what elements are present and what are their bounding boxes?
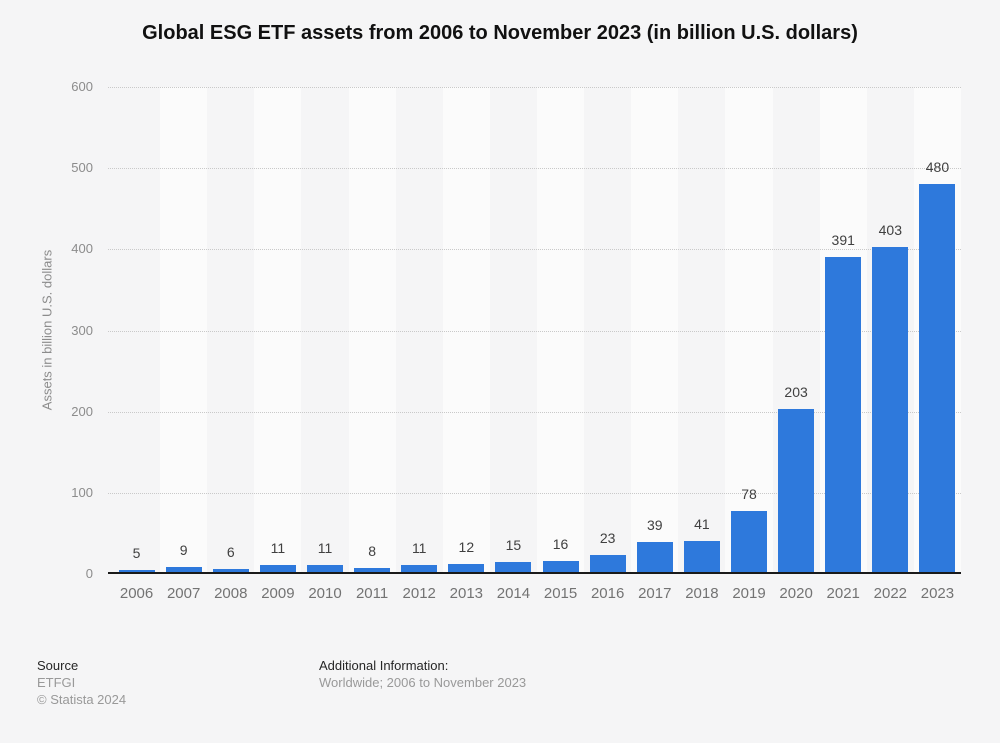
bar[interactable] [872, 246, 909, 574]
plot-area: 5 9 6 11 11 8 11 12 15 16 23 39 41 78 203 391 403 480 [108, 87, 961, 574]
y-axis-tick-label: 500 [71, 160, 93, 176]
x-axis-label: 2006 [119, 585, 154, 602]
x-axis-label: 2017 [638, 585, 672, 602]
bar[interactable] [259, 565, 296, 574]
gridline [108, 168, 961, 170]
x-axis-label: 2019 [732, 585, 766, 602]
bar[interactable] [778, 409, 815, 574]
bar-value-label: 11 [411, 540, 427, 557]
bar-value-label: 6 [226, 544, 235, 561]
bar-value-label: 391 [831, 231, 855, 248]
x-axis-label: 2010 [308, 585, 342, 602]
x-axis-label: 2022 [873, 585, 908, 602]
bar-value-label: 16 [552, 536, 569, 552]
gridline [108, 411, 961, 413]
y-axis-tick-label: 600 [71, 79, 93, 94]
bar[interactable] [307, 565, 343, 574]
bar[interactable] [636, 542, 673, 574]
bar-value-label: 41 [694, 515, 710, 532]
additional-info-label: Additional Information: [319, 658, 449, 673]
x-axis-label: 2020 [779, 585, 813, 602]
gridline [108, 249, 961, 251]
x-axis-label: 2014 [496, 585, 531, 602]
x-axis-label: 2015 [543, 585, 578, 602]
chart-title: Global ESG ETF assets from 2006 to Novem… [142, 22, 858, 44]
gridline [108, 330, 961, 332]
footer-source-block: Source ETFGI © Statista 2024 [37, 657, 126, 708]
bar-value-label: 8 [368, 542, 376, 559]
bar-value-label: 403 [878, 221, 902, 238]
additional-info-value: Worldwide; 2006 to November 2023 [319, 675, 527, 690]
footer-additional-info-block: Additional Information: Worldwide; 2006 … [319, 657, 526, 691]
x-axis-label: 2016 [590, 585, 625, 602]
y-axis-tick-label: 100 [71, 484, 93, 500]
bar-value-label: 11 [270, 540, 286, 557]
y-axis-tick-label: 300 [71, 322, 93, 338]
y-axis-tick-label: 400 [71, 241, 93, 257]
x-axis-label: 2013 [449, 585, 484, 602]
x-axis-label: 2023 [920, 585, 955, 602]
bar[interactable] [448, 564, 485, 574]
bar[interactable] [495, 561, 532, 574]
bar[interactable] [825, 256, 862, 574]
bar-value-label: 203 [784, 384, 808, 401]
bar[interactable] [919, 184, 956, 574]
bar-value-label: 15 [505, 536, 522, 553]
x-axis-label: 2018 [685, 585, 719, 602]
bar-value-label: 23 [599, 530, 616, 547]
x-axis-label: 2011 [355, 585, 389, 602]
bar-value-label: 11 [317, 540, 333, 557]
bar[interactable] [354, 567, 391, 574]
bar[interactable] [118, 569, 155, 574]
bar[interactable] [165, 566, 202, 574]
bar[interactable] [542, 561, 579, 574]
x-axis-label: 2009 [261, 585, 295, 602]
bar-value-label: 12 [458, 539, 475, 556]
bar[interactable] [212, 569, 249, 574]
x-axis-label: 2021 [826, 585, 860, 602]
source-value[interactable]: ETFGI [37, 675, 76, 690]
x-axis-label: 2008 [214, 585, 248, 602]
bar[interactable] [589, 555, 626, 574]
bar[interactable] [401, 565, 438, 574]
x-axis-label: 2012 [402, 585, 436, 602]
y-axis-tick-label: 0 [85, 566, 93, 581]
source-label: Source [37, 658, 79, 673]
gridline [108, 87, 961, 88]
bar-value-label: 5 [132, 544, 141, 561]
bar[interactable] [731, 510, 767, 574]
bar-value-label: 39 [646, 517, 663, 534]
gridline [108, 492, 961, 494]
bar[interactable] [683, 540, 720, 574]
y-axis-tick-label: 200 [71, 403, 93, 419]
copyright-notice: © Statista 2024 [37, 692, 127, 707]
bar-value-label: 480 [925, 159, 950, 176]
x-axis-line [108, 572, 961, 574]
bar-value-label: 9 [179, 541, 188, 558]
bar-value-label: 78 [741, 485, 757, 502]
x-axis-label: 2007 [166, 585, 201, 602]
